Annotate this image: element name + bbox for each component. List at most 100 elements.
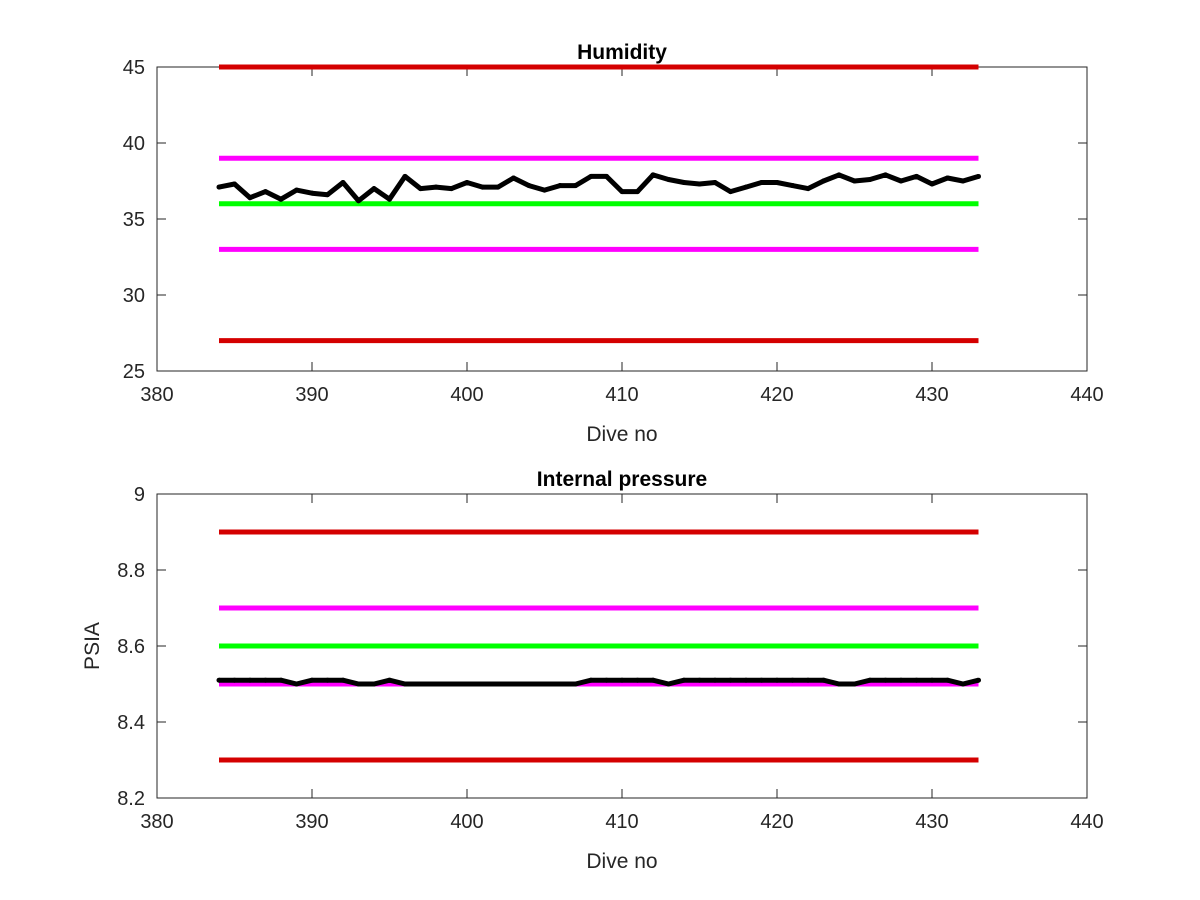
data-point xyxy=(728,677,733,683)
y-tick-label: 8.4 xyxy=(117,712,145,734)
data-point xyxy=(712,677,718,683)
data-point xyxy=(480,184,485,190)
data-point xyxy=(294,681,299,687)
axes-box xyxy=(156,66,1088,372)
data-point xyxy=(867,176,873,182)
data-series-line xyxy=(219,677,980,687)
chart-title: Internal pressure xyxy=(537,468,707,491)
data-point xyxy=(278,677,284,683)
data-point xyxy=(852,681,857,687)
x-tick-label: 420 xyxy=(760,384,793,406)
data-point xyxy=(511,681,516,687)
data-point xyxy=(650,172,656,178)
data-point xyxy=(743,184,749,190)
x-tick-label: 410 xyxy=(605,384,638,406)
x-tick-label: 440 xyxy=(1070,811,1103,833)
x-tick-label: 390 xyxy=(295,811,328,833)
data-point xyxy=(418,681,423,687)
data-point xyxy=(728,189,733,195)
x-tick-label: 390 xyxy=(295,384,328,406)
data-point xyxy=(402,173,408,179)
data-point xyxy=(759,677,764,683)
data-point xyxy=(263,677,268,683)
data-point xyxy=(588,677,594,683)
data-point xyxy=(867,677,873,683)
data-series-line xyxy=(218,172,980,204)
data-point xyxy=(976,677,981,683)
data-point xyxy=(976,173,981,179)
internal-pressure-subplot: 380 390 400 410 420 430 440 8.2 8.4 8.6 8.8 9 Intern… xyxy=(81,468,1104,873)
data-point xyxy=(619,677,625,683)
data-point xyxy=(697,677,702,683)
x-tick-label: 420 xyxy=(760,811,793,833)
data-point xyxy=(898,677,904,683)
data-point xyxy=(666,176,671,182)
data-point xyxy=(774,677,780,683)
data-point xyxy=(542,681,547,687)
data-point xyxy=(309,190,315,196)
y-tick-label: 8.2 xyxy=(117,788,145,810)
data-point xyxy=(247,677,253,683)
data-point xyxy=(619,189,625,195)
data-point xyxy=(604,677,609,683)
data-point xyxy=(526,681,532,687)
data-point xyxy=(325,677,330,683)
data-point xyxy=(371,681,377,687)
data-point xyxy=(681,180,687,186)
data-point xyxy=(557,681,563,687)
data-point xyxy=(340,677,346,683)
data-point xyxy=(526,183,532,189)
data-point xyxy=(852,178,857,184)
data-point xyxy=(836,172,842,178)
data-point xyxy=(356,198,361,204)
data-point xyxy=(588,173,594,179)
data-point xyxy=(495,681,501,687)
data-point xyxy=(232,181,237,187)
x-tick-label: 430 xyxy=(915,384,948,406)
data-point xyxy=(232,677,237,683)
data-point xyxy=(697,181,702,187)
data-point xyxy=(402,681,408,687)
data-point xyxy=(309,677,315,683)
y-tick-label: 30 xyxy=(123,285,145,307)
y-tick-label: 40 xyxy=(123,133,145,155)
data-point xyxy=(914,677,919,683)
data-point xyxy=(542,187,547,193)
data-point xyxy=(712,180,718,186)
data-point xyxy=(495,184,501,190)
data-point xyxy=(387,677,392,683)
data-point xyxy=(666,681,671,687)
data-point xyxy=(247,195,253,201)
data-point xyxy=(216,677,222,683)
y-tick-label: 25 xyxy=(123,361,145,383)
data-point xyxy=(464,681,470,687)
data-point xyxy=(604,173,609,179)
x-tick-label: 430 xyxy=(915,811,948,833)
data-point xyxy=(480,681,485,687)
data-point xyxy=(945,175,950,181)
data-point xyxy=(573,183,578,189)
x-tick-label: 380 xyxy=(140,811,173,833)
y-tick-label: 35 xyxy=(123,209,145,231)
x-tick-label: 380 xyxy=(140,384,173,406)
y-tick-label: 8.6 xyxy=(117,636,145,658)
x-tick-label: 400 xyxy=(450,384,483,406)
data-point xyxy=(960,681,966,687)
data-point xyxy=(371,186,377,192)
data-point xyxy=(263,189,268,195)
data-point xyxy=(387,196,392,202)
data-point xyxy=(898,178,904,184)
data-point xyxy=(449,681,454,687)
data-point xyxy=(418,186,423,192)
data-point xyxy=(449,186,454,192)
x-axis-label: Dive no xyxy=(586,850,657,873)
data-point xyxy=(635,677,640,683)
data-point xyxy=(511,175,516,181)
data-point xyxy=(821,677,826,683)
data-point xyxy=(883,677,888,683)
data-point xyxy=(759,180,764,186)
y-tick-label: 45 xyxy=(123,57,145,79)
data-point xyxy=(340,180,346,186)
x-tick-label: 440 xyxy=(1070,384,1103,406)
